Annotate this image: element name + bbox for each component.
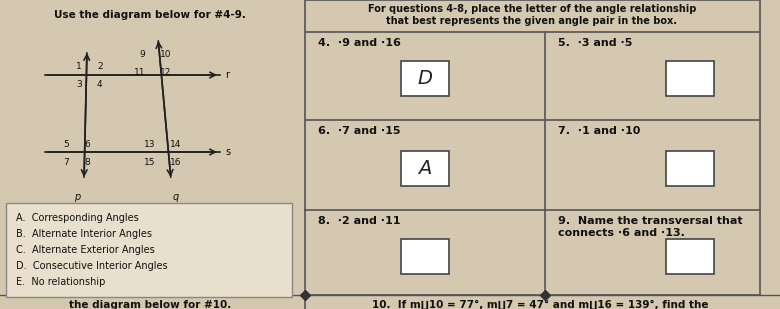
Text: 15: 15 (144, 158, 155, 167)
Text: the diagram below for #10.: the diagram below for #10. (69, 300, 231, 309)
FancyBboxPatch shape (401, 239, 449, 273)
Text: 8.  ∙2 and ∙11: 8. ∙2 and ∙11 (318, 216, 400, 226)
Text: 11: 11 (133, 68, 145, 77)
Text: 7: 7 (63, 158, 69, 167)
Text: connects ∙6 and ∙13.: connects ∙6 and ∙13. (558, 228, 685, 238)
Text: 13: 13 (144, 140, 155, 149)
Text: 10: 10 (160, 50, 172, 59)
Text: r: r (225, 70, 229, 80)
FancyBboxPatch shape (401, 150, 449, 185)
Text: C.  Alternate Exterior Angles: C. Alternate Exterior Angles (16, 245, 154, 255)
Text: 8: 8 (84, 158, 90, 167)
Text: 16: 16 (170, 158, 182, 167)
Text: 5: 5 (63, 140, 69, 149)
Text: 4: 4 (97, 80, 103, 89)
Text: 9: 9 (140, 50, 145, 59)
Text: D.  Consecutive Interior Angles: D. Consecutive Interior Angles (16, 261, 168, 271)
Text: For questions 4-8, place the letter of the angle relationship: For questions 4-8, place the letter of t… (368, 4, 697, 14)
Text: 2: 2 (97, 62, 103, 71)
Text: 4.  ∙9 and ∙16: 4. ∙9 and ∙16 (318, 38, 401, 48)
Text: B.  Alternate Interior Angles: B. Alternate Interior Angles (16, 229, 152, 239)
Text: 14: 14 (170, 140, 182, 149)
FancyBboxPatch shape (401, 61, 449, 95)
FancyBboxPatch shape (6, 203, 292, 297)
Text: p: p (74, 192, 80, 202)
FancyBboxPatch shape (666, 239, 714, 273)
Text: 10.  If m∐10 = 77°, m∐7 = 47° and m∐16 = 139°, find the: 10. If m∐10 = 77°, m∐7 = 47° and m∐16 = … (372, 300, 708, 309)
Text: Use the diagram below for #4-9.: Use the diagram below for #4-9. (54, 10, 246, 20)
Text: that best represents the given angle pair in the box.: that best represents the given angle pai… (387, 16, 678, 26)
Text: D: D (417, 69, 432, 87)
Text: 5.  ∙3 and ∙5: 5. ∙3 and ∙5 (558, 38, 633, 48)
Text: 7.  ∙1 and ∙10: 7. ∙1 and ∙10 (558, 126, 640, 136)
Text: 1: 1 (76, 62, 82, 71)
Text: 3: 3 (76, 80, 82, 89)
Text: s: s (225, 147, 230, 157)
Text: 12: 12 (160, 68, 172, 77)
Text: A.  Corresponding Angles: A. Corresponding Angles (16, 213, 139, 223)
Text: q: q (173, 192, 179, 202)
Text: 6.  ∙7 and ∙15: 6. ∙7 and ∙15 (318, 126, 400, 136)
Text: 6: 6 (84, 140, 90, 149)
Text: E.  No relationship: E. No relationship (16, 277, 105, 287)
Text: 9.  Name the transversal that: 9. Name the transversal that (558, 216, 743, 226)
Text: A: A (418, 159, 431, 177)
FancyBboxPatch shape (666, 61, 714, 95)
FancyBboxPatch shape (666, 150, 714, 185)
